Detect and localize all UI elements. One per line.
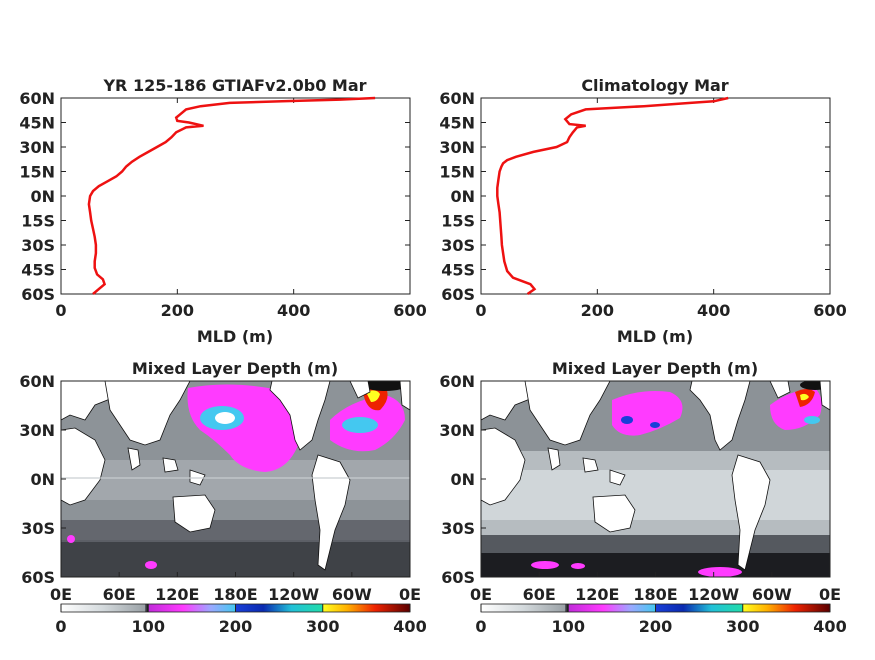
colorbar-tick-label: 0 — [55, 617, 66, 636]
x-tick-label: 200 — [161, 301, 194, 320]
mld-profile-line — [496, 96, 729, 296]
y-tick-label: 15N — [439, 163, 475, 182]
y-tick-label: 0N — [450, 187, 475, 206]
y-tick-label: 45N — [439, 114, 475, 133]
colorbar-tick-label: 300 — [726, 617, 759, 636]
y-tick-label: 30N — [439, 421, 475, 440]
colorbar-tick-label: 100 — [552, 617, 585, 636]
x-tick-label: 180E — [213, 585, 257, 604]
colorbar-tick-label: 200 — [219, 617, 252, 636]
line-plot-climatology: Climatology Mar 60S 45S 30S 15S 0N 15N 30N 45N 6… — [439, 76, 846, 346]
y-tick-label: 60N — [19, 89, 55, 108]
x-axis-label: MLD (m) — [197, 327, 273, 346]
x-tick-label: 120E — [155, 585, 199, 604]
x-tick-label: 60E — [523, 585, 556, 604]
x-tick-label: 400 — [697, 301, 730, 320]
y-tick-label: 60S — [441, 285, 475, 304]
y-tick-label: 45S — [21, 261, 55, 280]
y-tick-label: 30N — [19, 421, 55, 440]
y-tick-label: 60S — [21, 568, 55, 587]
plot-frame — [480, 97, 831, 295]
x-tick-label: 120W — [268, 585, 319, 604]
colorbar-tick-label: 100 — [132, 617, 165, 636]
y-tick-label: 45N — [19, 114, 55, 133]
y-tick-label: 30N — [439, 138, 475, 157]
x-tick-label: 60E — [103, 585, 136, 604]
x-tick-label: 180E — [633, 585, 677, 604]
map-field — [61, 381, 410, 577]
x-tick-label: 120W — [688, 585, 739, 604]
map-title: Mixed Layer Depth (m) — [552, 359, 758, 378]
colorbar-tick-label: 0 — [475, 617, 486, 636]
map-model: Mixed Layer Depth (m) — [19, 359, 426, 636]
x-tick-label: 400 — [277, 301, 310, 320]
colorbar-tick-label: 400 — [813, 617, 846, 636]
line-plot-model: YR 125-186 GTIAFv2.0b0 Mar 60S 45S 30S 15S 0… — [19, 76, 426, 346]
y-tick-label: 60S — [21, 285, 55, 304]
plot-title: Climatology Mar — [581, 76, 728, 95]
colorbar-tick-label: 200 — [639, 617, 672, 636]
y-tick-label: 30S — [441, 519, 475, 538]
x-tick-label: 120E — [575, 585, 619, 604]
y-tick-label: 15S — [441, 212, 475, 231]
map-field — [481, 381, 830, 577]
x-tick-label: 60W — [752, 585, 792, 604]
y-tick-label: 30N — [19, 138, 55, 157]
x-tick-label: 0E — [399, 585, 421, 604]
y-tick-label: 15S — [21, 212, 55, 231]
y-tick-label: 0N — [30, 470, 55, 489]
x-tick-label: 200 — [581, 301, 614, 320]
colorbar-tick-label: 400 — [393, 617, 426, 636]
plot-frame — [60, 97, 411, 295]
x-tick-label: 600 — [393, 301, 426, 320]
x-tick-label: 0 — [475, 301, 486, 320]
y-tick-label: 15N — [19, 163, 55, 182]
y-tick-label: 60N — [439, 372, 475, 391]
x-tick-label: 60W — [332, 585, 372, 604]
x-tick-label: 0E — [470, 585, 492, 604]
map-climatology: Mixed Layer Depth (m) — [439, 359, 846, 636]
x-axis-label: MLD (m) — [617, 327, 693, 346]
y-tick-label: 30S — [21, 519, 55, 538]
y-tick-label: 60S — [441, 568, 475, 587]
map-title: Mixed Layer Depth (m) — [132, 359, 338, 378]
y-tick-label: 60N — [19, 372, 55, 391]
y-tick-label: 30S — [441, 236, 475, 255]
x-tick-label: 0E — [819, 585, 841, 604]
colorbar-tick-label: 300 — [306, 617, 339, 636]
x-tick-label: 0 — [55, 301, 66, 320]
y-tick-label: 60N — [439, 89, 475, 108]
y-tick-label: 45S — [441, 261, 475, 280]
x-tick-label: 0E — [50, 585, 72, 604]
y-tick-label: 0N — [450, 470, 475, 489]
mld-profile-line — [87, 96, 376, 295]
plot-title: YR 125-186 GTIAFv2.0b0 Mar — [102, 76, 366, 95]
y-tick-label: 0N — [30, 187, 55, 206]
x-tick-label: 600 — [813, 301, 846, 320]
y-tick-label: 30S — [21, 236, 55, 255]
